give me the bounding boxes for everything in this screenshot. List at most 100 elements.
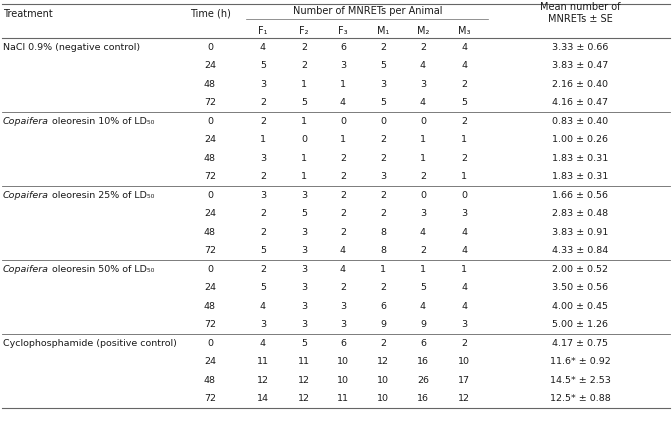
Text: 4: 4 bbox=[461, 61, 467, 70]
Text: M₁: M₁ bbox=[377, 26, 389, 36]
Text: 1: 1 bbox=[461, 265, 467, 274]
Text: 48: 48 bbox=[204, 80, 216, 89]
Text: 1: 1 bbox=[340, 135, 346, 144]
Text: 3: 3 bbox=[260, 320, 266, 329]
Text: 10: 10 bbox=[337, 357, 349, 366]
Text: 5: 5 bbox=[301, 339, 307, 348]
Text: 2: 2 bbox=[260, 265, 266, 274]
Text: 5: 5 bbox=[301, 98, 307, 107]
Text: 1.83 ± 0.31: 1.83 ± 0.31 bbox=[552, 172, 608, 181]
Text: 0: 0 bbox=[340, 117, 346, 126]
Text: 0: 0 bbox=[380, 117, 386, 126]
Text: 2: 2 bbox=[461, 339, 467, 348]
Text: 14.5* ± 2.53: 14.5* ± 2.53 bbox=[550, 376, 610, 385]
Text: 2: 2 bbox=[340, 228, 346, 237]
Text: Copaifera: Copaifera bbox=[3, 117, 49, 126]
Text: 9: 9 bbox=[420, 320, 426, 329]
Text: 2: 2 bbox=[461, 154, 467, 163]
Text: 11: 11 bbox=[257, 357, 269, 366]
Text: 1: 1 bbox=[301, 172, 307, 181]
Text: 2: 2 bbox=[340, 283, 346, 292]
Text: 2: 2 bbox=[380, 339, 386, 348]
Text: 12.5* ± 0.88: 12.5* ± 0.88 bbox=[550, 394, 610, 403]
Text: 5: 5 bbox=[461, 98, 467, 107]
Text: M₃: M₃ bbox=[458, 26, 470, 36]
Text: 2.16 ± 0.40: 2.16 ± 0.40 bbox=[552, 80, 608, 89]
Text: Copaifera: Copaifera bbox=[3, 265, 49, 274]
Text: 2: 2 bbox=[380, 209, 386, 218]
Text: 12: 12 bbox=[458, 394, 470, 403]
Text: 3: 3 bbox=[301, 320, 307, 329]
Text: 72: 72 bbox=[204, 98, 216, 107]
Text: 4: 4 bbox=[260, 43, 266, 52]
Text: 5: 5 bbox=[301, 209, 307, 218]
Text: 3: 3 bbox=[260, 191, 266, 200]
Text: Time (h): Time (h) bbox=[190, 9, 230, 19]
Text: 3: 3 bbox=[301, 246, 307, 255]
Text: 1: 1 bbox=[301, 117, 307, 126]
Text: 5: 5 bbox=[260, 61, 266, 70]
Text: 2: 2 bbox=[420, 246, 426, 255]
Text: 0: 0 bbox=[207, 43, 213, 52]
Text: 10: 10 bbox=[458, 357, 470, 366]
Text: 48: 48 bbox=[204, 154, 216, 163]
Text: 3.83 ± 0.91: 3.83 ± 0.91 bbox=[552, 228, 608, 237]
Text: 72: 72 bbox=[204, 246, 216, 255]
Text: 3: 3 bbox=[340, 61, 346, 70]
Text: 10: 10 bbox=[377, 376, 389, 385]
Text: 3: 3 bbox=[301, 228, 307, 237]
Text: 2: 2 bbox=[380, 135, 386, 144]
Text: 1: 1 bbox=[461, 172, 467, 181]
Text: 11: 11 bbox=[337, 394, 349, 403]
Text: 1: 1 bbox=[301, 154, 307, 163]
Text: 6: 6 bbox=[340, 339, 346, 348]
Text: 4: 4 bbox=[420, 98, 426, 107]
Text: 3: 3 bbox=[420, 209, 426, 218]
Text: 24: 24 bbox=[204, 283, 216, 292]
Text: 12: 12 bbox=[298, 394, 310, 403]
Text: 2: 2 bbox=[380, 283, 386, 292]
Text: 3.33 ± 0.66: 3.33 ± 0.66 bbox=[552, 43, 608, 52]
Text: 48: 48 bbox=[204, 376, 216, 385]
Text: 2: 2 bbox=[260, 209, 266, 218]
Text: 1.00 ± 0.26: 1.00 ± 0.26 bbox=[552, 135, 608, 144]
Text: 1: 1 bbox=[380, 265, 386, 274]
Text: 72: 72 bbox=[204, 172, 216, 181]
Text: 6: 6 bbox=[420, 339, 426, 348]
Text: F₃: F₃ bbox=[338, 26, 348, 36]
Text: 3: 3 bbox=[461, 209, 467, 218]
Text: 24: 24 bbox=[204, 357, 216, 366]
Text: 2: 2 bbox=[340, 209, 346, 218]
Text: 2: 2 bbox=[461, 80, 467, 89]
Text: 4: 4 bbox=[461, 283, 467, 292]
Text: 1: 1 bbox=[260, 135, 266, 144]
Text: NaCl 0.9% (negative control): NaCl 0.9% (negative control) bbox=[3, 43, 140, 52]
Text: 0: 0 bbox=[461, 191, 467, 200]
Text: 17: 17 bbox=[458, 376, 470, 385]
Text: 4: 4 bbox=[420, 302, 426, 311]
Text: 2: 2 bbox=[260, 98, 266, 107]
Text: 5: 5 bbox=[260, 246, 266, 255]
Text: 2: 2 bbox=[260, 172, 266, 181]
Text: 4: 4 bbox=[461, 302, 467, 311]
Text: 4: 4 bbox=[340, 265, 346, 274]
Text: 1: 1 bbox=[420, 135, 426, 144]
Text: 0: 0 bbox=[207, 117, 213, 126]
Text: 10: 10 bbox=[377, 394, 389, 403]
Text: 5.00 ± 1.26: 5.00 ± 1.26 bbox=[552, 320, 608, 329]
Text: 1: 1 bbox=[420, 265, 426, 274]
Text: 0: 0 bbox=[301, 135, 307, 144]
Text: Mean number of
MNRETs ± SE: Mean number of MNRETs ± SE bbox=[540, 2, 620, 24]
Text: 4.16 ± 0.47: 4.16 ± 0.47 bbox=[552, 98, 608, 107]
Text: 3: 3 bbox=[260, 80, 266, 89]
Text: 0: 0 bbox=[420, 117, 426, 126]
Text: 1: 1 bbox=[340, 80, 346, 89]
Text: 4: 4 bbox=[340, 246, 346, 255]
Text: 24: 24 bbox=[204, 135, 216, 144]
Text: 4.17 ± 0.75: 4.17 ± 0.75 bbox=[552, 339, 608, 348]
Text: 48: 48 bbox=[204, 228, 216, 237]
Text: 1.66 ± 0.56: 1.66 ± 0.56 bbox=[552, 191, 608, 200]
Text: 4: 4 bbox=[260, 302, 266, 311]
Text: 3: 3 bbox=[461, 320, 467, 329]
Text: 9: 9 bbox=[380, 320, 386, 329]
